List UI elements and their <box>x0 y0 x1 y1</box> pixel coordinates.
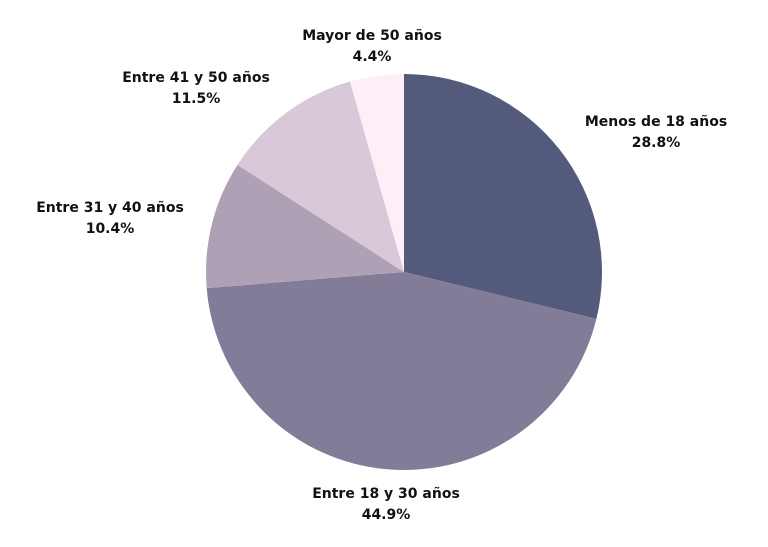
slice-label: Entre 41 y 50 años <box>122 70 270 86</box>
slice-label: Entre 31 y 40 años <box>36 200 184 216</box>
slice-percentage-label: 10.4% <box>86 221 135 237</box>
slice-percentage-label: 11.5% <box>172 91 221 107</box>
pie-slice <box>205 164 404 289</box>
pie-slice <box>404 74 603 319</box>
slice-label: Menos de 18 años <box>585 114 727 130</box>
slice-label: Mayor de 50 años <box>302 28 442 44</box>
pie-slice <box>237 81 404 272</box>
pie-slice <box>206 272 597 470</box>
slice-label: Entre 18 y 30 años <box>312 486 460 502</box>
slice-percentage-label: 44.9% <box>362 507 411 523</box>
slice-percentage-label: 4.4% <box>353 49 392 65</box>
slice-percentage-label: 28.8% <box>632 135 681 151</box>
pie-slice <box>349 74 404 272</box>
